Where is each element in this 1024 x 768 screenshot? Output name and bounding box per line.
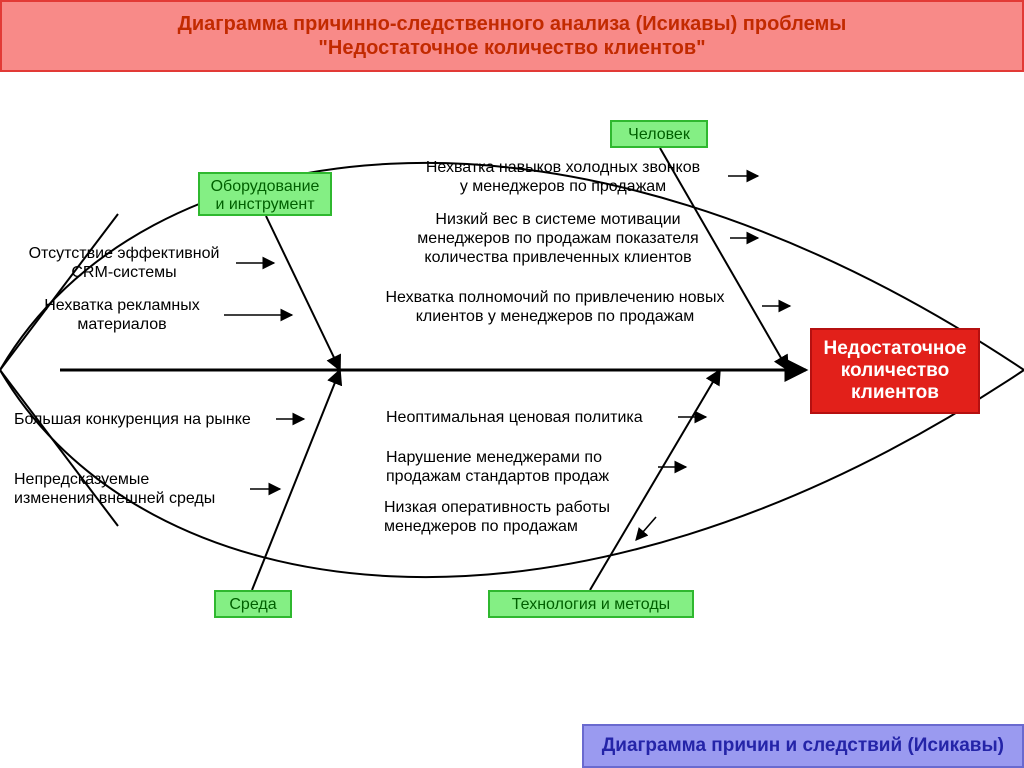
effect-box: Недостаточноеколичествоклиентов: [810, 328, 980, 414]
cause-equipment-1: Нехватка рекламныхматериалов: [22, 296, 222, 334]
category-env: Среда: [214, 590, 292, 618]
cause-equipment-0: Отсутствие эффективнойCRM-системы: [14, 244, 234, 282]
cause-human-2: Нехватка полномочий по привлечению новых…: [350, 288, 760, 326]
cause-human-0: Нехватка навыков холодных звонкову менед…: [398, 158, 728, 196]
category-human: Человек: [610, 120, 708, 148]
cause-human-1: Низкий вес в системе мотивациименеджеров…: [388, 210, 728, 267]
footer-text: Диаграмма причин и следствий (Исикавы): [602, 735, 1004, 757]
cause-tech-0: Неоптимальная ценовая политика: [386, 408, 676, 427]
cause-env-0: Большая конкуренция на рынке: [14, 410, 274, 429]
category-equipment: Оборудованиеи инструмент: [198, 172, 332, 216]
cause-env-1: Непредсказуемыеизменения внешней среды: [14, 470, 248, 508]
footer-banner: Диаграмма причин и следствий (Исикавы): [582, 724, 1024, 768]
category-tech: Технология и методы: [488, 590, 694, 618]
cause-tech-2: Низкая оперативность работыменеджеров по…: [384, 498, 654, 536]
cause-tech-1: Нарушение менеджерами попродажам стандар…: [386, 448, 656, 486]
